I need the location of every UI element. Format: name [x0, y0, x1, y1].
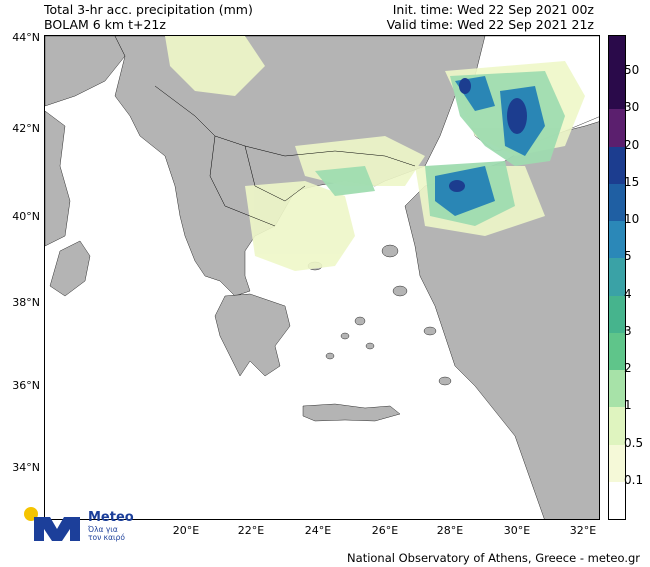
legend-label: 50 [624, 63, 640, 77]
legend-label: 20 [624, 137, 640, 152]
legend-label: 10 [624, 212, 640, 226]
lat-label-38: 38°N [12, 296, 40, 309]
map-svg [45, 36, 599, 519]
lon-label-28: 28°E [436, 524, 464, 537]
lat-label-44: 44°N [12, 31, 40, 44]
land-balkans [114, 36, 486, 297]
legend-label: 15 [624, 174, 640, 189]
legend-cell [609, 481, 625, 519]
legend-label: 0.5 [624, 435, 644, 450]
legend-label: 4 [624, 286, 632, 301]
lat-label-36: 36°N [12, 379, 40, 392]
legend-cell [609, 407, 625, 445]
land-crete [302, 403, 401, 422]
legend-cell [609, 370, 625, 408]
init-time: Init. time: Wed 22 Sep 2021 00z [392, 2, 594, 17]
legend-cell [609, 295, 625, 333]
legend-label: 1 [624, 398, 632, 413]
lat-label-42: 42°N [12, 122, 40, 135]
lon-label-26: 26°E [371, 524, 399, 537]
precipitation-map[interactable] [44, 35, 600, 520]
aegean-islands [307, 244, 452, 386]
legend-label: 0.1 [624, 472, 644, 487]
lon-label-30: 30°E [503, 524, 531, 537]
legend-label: 5 [624, 249, 632, 264]
title-line-2: BOLAM 6 km t+21z [44, 17, 166, 32]
time-info: Init. time: Wed 22 Sep 2021 00z Valid ti… [387, 2, 594, 32]
legend-cell [609, 183, 625, 221]
legend-cell-top [609, 36, 625, 72]
legend-cell [609, 332, 625, 370]
valid-time: Valid time: Wed 22 Sep 2021 21z [386, 17, 594, 32]
precip-legend [608, 35, 626, 520]
legend-cell [609, 258, 625, 296]
legend-cell [609, 444, 625, 482]
lon-label-22: 22°E [237, 524, 265, 537]
footer-credit: National Observatory of Athens, Greece -… [347, 551, 640, 565]
legend-cell [609, 109, 625, 147]
lat-label-34: 34°N [12, 461, 40, 474]
lat-label-40: 40°N [12, 210, 40, 223]
logo-tagline: Όλα για τον καιρό [88, 525, 125, 542]
land-peloponnese [214, 293, 291, 377]
legend-cell [609, 72, 625, 110]
lon-label-20: 20°E [172, 524, 200, 537]
map-title: Total 3-hr acc. precipitation (mm) BOLAM… [44, 2, 253, 32]
title-line-1: Total 3-hr acc. precipitation (mm) [44, 2, 253, 17]
legend-label: 3 [624, 323, 632, 338]
meteo-logo [24, 507, 80, 541]
precip-very-heavy [449, 78, 527, 192]
legend-label: 2 [624, 361, 632, 375]
legend-cell [609, 221, 625, 259]
legend-label: 30 [624, 100, 640, 115]
logo-brand: Meteo [88, 510, 134, 525]
borders [154, 85, 416, 227]
legend-cell [609, 146, 625, 184]
lon-label-24: 24°E [304, 524, 332, 537]
lon-label-32: 32°E [569, 524, 597, 537]
land-italy [45, 36, 126, 297]
